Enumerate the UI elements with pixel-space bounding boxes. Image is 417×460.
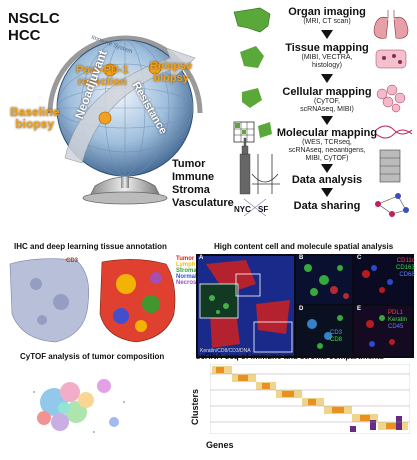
step-data-analysis: Data analysis bbox=[291, 174, 363, 186]
arrow-2 bbox=[321, 74, 333, 83]
step-tissue-mapping: Tissue mapping (MIBI, VECTRA, histology) bbox=[285, 42, 369, 69]
label-relapse-biopsy: Relapse biopsy bbox=[150, 60, 193, 84]
compartment-vasculature: Vasculature bbox=[172, 197, 234, 209]
ihc-cd3-label: CD3 bbox=[66, 258, 79, 264]
spatial-letter-e: E bbox=[357, 306, 362, 312]
ihc-cd3-slide bbox=[9, 258, 90, 343]
grid-panel-icon bbox=[233, 121, 255, 143]
title-hcc: HCC bbox=[8, 27, 41, 44]
compartment-tumor: Tumor bbox=[172, 158, 206, 170]
step-molecular-mapping: Molecular mapping (WES, TCRseq, scRNAseq… bbox=[276, 127, 378, 162]
spatial-panel-c bbox=[354, 256, 412, 304]
us-map-icon bbox=[233, 7, 271, 33]
globe-graphic bbox=[47, 35, 203, 205]
server-icon bbox=[379, 149, 401, 183]
heatmap-clusters-label: Clusters bbox=[190, 388, 200, 425]
dna-icon bbox=[375, 125, 413, 139]
arrow-5 bbox=[321, 188, 333, 197]
spatial-d-labels: CD3 CD8 bbox=[330, 330, 343, 343]
cytof-title: CyTOF analysis of tumor composition bbox=[20, 352, 165, 361]
empire-state-building-icon bbox=[239, 137, 251, 195]
title-nsclc: NSCLC bbox=[8, 10, 60, 27]
pipeline-right-icons bbox=[373, 10, 413, 217]
legend-lymphs: Lymphs bbox=[176, 262, 199, 268]
legend-necrosis: Necrosis bbox=[176, 280, 202, 286]
cytof-tsne-plot bbox=[33, 379, 125, 433]
spatial-images bbox=[196, 254, 414, 358]
spatial-letter-a: A bbox=[199, 255, 204, 261]
label-post-pd1: Post-PD-1 resection bbox=[76, 64, 129, 88]
lungs-icon bbox=[373, 10, 409, 39]
golden-gate-bridge-icon bbox=[251, 154, 280, 194]
compartment-immune: Immune bbox=[172, 171, 215, 183]
pipeline-left-icons bbox=[233, 7, 280, 217]
tissue-pink-icon bbox=[375, 49, 407, 69]
ihc-title: IHC and deep learning tissue annotation bbox=[14, 242, 167, 251]
heatmap-genes-label: Genes bbox=[206, 440, 234, 450]
spatial-e-labels: PDL1 Keratin CD45 bbox=[388, 310, 408, 330]
ihc-legend: Tumor Lymphs Stroma Normal Necrosis bbox=[176, 256, 201, 286]
cell-green-icon bbox=[242, 88, 262, 108]
city-nyc: NYC bbox=[234, 205, 251, 214]
spatial-panel-d bbox=[296, 306, 352, 356]
spatial-letter-d: D bbox=[299, 306, 304, 312]
step-data-sharing: Data sharing bbox=[293, 200, 361, 212]
step-organ-imaging: Organ imaging (MRI, CT scan) bbox=[288, 6, 366, 25]
label-baseline-biopsy: Baseline biopsy bbox=[10, 105, 60, 131]
spatial-panel-e bbox=[354, 306, 412, 356]
compartment-stroma: Stroma bbox=[172, 184, 210, 196]
spatial-caption: Keratin/CD8/CD3/DNA bbox=[200, 348, 251, 354]
spatial-c-labels: CD11c CD163 CD68 bbox=[396, 258, 415, 278]
scrna-heatmap bbox=[210, 364, 410, 434]
spatial-title: High content cell and molecule spatial a… bbox=[214, 242, 394, 251]
tissue-green-icon bbox=[240, 46, 264, 68]
scrna-title: scRNA-seq of immune and stroma compartme… bbox=[196, 352, 385, 361]
arrow-4 bbox=[321, 164, 333, 173]
spatial-letter-b: B bbox=[299, 255, 304, 261]
city-sf: SF bbox=[258, 205, 269, 214]
ihc-images bbox=[9, 258, 176, 343]
step-cellular-mapping: Cellular mapping (CyTOF, scRNAseq, MIBI) bbox=[282, 86, 372, 113]
legend-tumor: Tumor bbox=[176, 256, 195, 262]
arrow-1 bbox=[321, 30, 333, 39]
cells-cluster-icon bbox=[376, 84, 406, 113]
network-icon bbox=[375, 193, 409, 217]
spatial-letter-c: C bbox=[357, 255, 362, 261]
legend-normal: Normal bbox=[176, 274, 197, 280]
arrow-3 bbox=[321, 116, 333, 125]
legend-stroma: Stroma bbox=[176, 268, 197, 274]
